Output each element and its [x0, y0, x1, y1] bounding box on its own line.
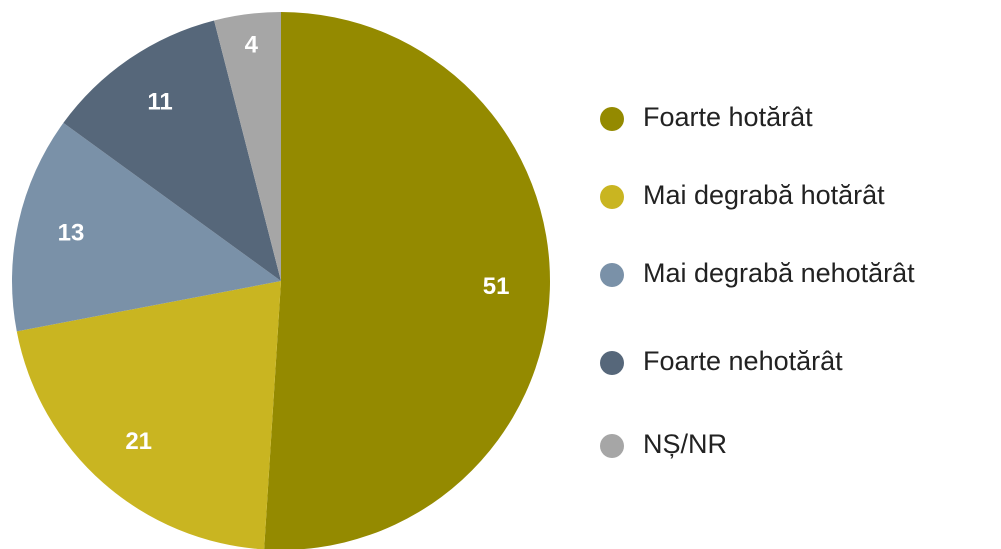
- legend-label: NȘ/NR: [643, 429, 727, 459]
- legend-label: Mai degrabă hotărât: [643, 180, 885, 210]
- data-label: 51: [483, 273, 510, 300]
- data-label: 13: [58, 219, 85, 246]
- pie-slice: [12, 122, 282, 332]
- data-label: 21: [125, 428, 152, 455]
- legend-marker: [600, 351, 624, 375]
- data-label: 4: [245, 31, 259, 58]
- pie-slice: [63, 20, 282, 281]
- legend-label: Foarte nehotărât: [643, 346, 843, 376]
- legend-marker: [600, 263, 624, 287]
- pie-slice: [16, 281, 281, 549]
- pie-slice: [264, 12, 550, 549]
- data-label: 11: [147, 88, 172, 115]
- legend-marker: [600, 107, 624, 131]
- legend-marker: [600, 185, 624, 209]
- legend-marker: [600, 434, 624, 458]
- legend-label: Mai degrabă nehotărât: [643, 258, 915, 288]
- legend-label: Foarte hotărât: [643, 102, 813, 132]
- pie-slice: [214, 12, 281, 281]
